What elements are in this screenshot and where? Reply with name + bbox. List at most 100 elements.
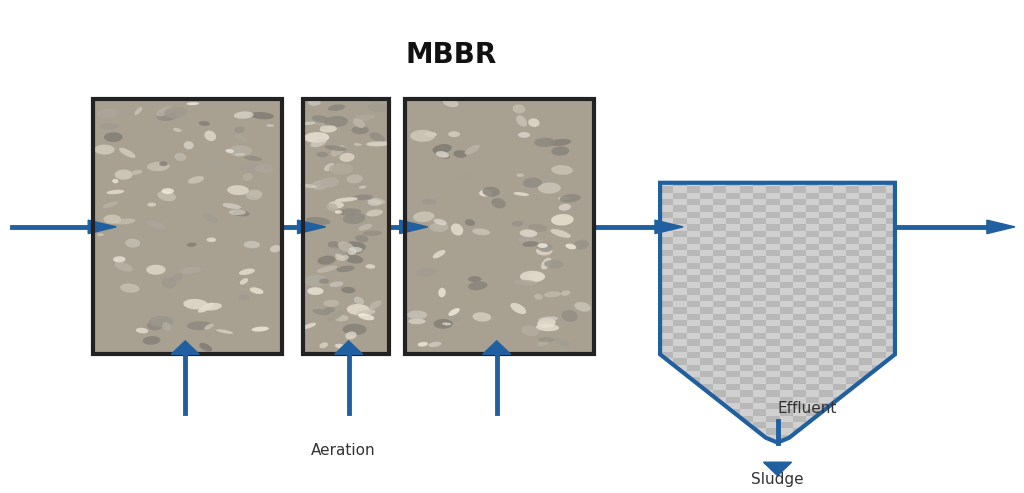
Bar xyxy=(846,211,859,218)
Ellipse shape xyxy=(413,211,434,222)
Bar xyxy=(753,294,766,301)
Ellipse shape xyxy=(513,105,525,113)
Bar xyxy=(660,416,674,422)
Bar xyxy=(779,435,793,441)
Bar xyxy=(739,416,753,422)
Bar xyxy=(793,403,806,409)
Bar xyxy=(700,409,713,416)
Ellipse shape xyxy=(535,138,556,147)
Bar xyxy=(713,237,726,244)
Ellipse shape xyxy=(518,132,530,138)
Bar xyxy=(859,256,872,263)
Ellipse shape xyxy=(96,108,119,118)
Bar xyxy=(700,218,713,224)
Bar xyxy=(766,314,779,320)
Bar xyxy=(793,301,806,307)
Bar xyxy=(886,333,899,339)
Ellipse shape xyxy=(553,338,570,347)
Bar xyxy=(713,186,726,193)
Polygon shape xyxy=(399,220,428,234)
Ellipse shape xyxy=(239,295,250,300)
Bar xyxy=(886,435,899,441)
Bar xyxy=(753,409,766,416)
Ellipse shape xyxy=(353,297,365,305)
Ellipse shape xyxy=(324,116,348,127)
Bar xyxy=(793,326,806,333)
Ellipse shape xyxy=(528,224,547,232)
Ellipse shape xyxy=(338,241,354,252)
Bar xyxy=(660,237,674,244)
Ellipse shape xyxy=(186,243,197,247)
Bar xyxy=(726,371,739,377)
Bar xyxy=(739,186,753,193)
Bar xyxy=(833,218,846,224)
Bar xyxy=(886,358,899,365)
Bar xyxy=(819,224,833,231)
Bar xyxy=(687,403,700,409)
Bar xyxy=(833,346,846,352)
Bar xyxy=(806,244,819,250)
Ellipse shape xyxy=(442,99,459,107)
Ellipse shape xyxy=(113,179,119,183)
Bar xyxy=(766,416,779,422)
Bar xyxy=(700,269,713,276)
Ellipse shape xyxy=(517,237,543,244)
Ellipse shape xyxy=(411,130,435,142)
Bar xyxy=(739,403,753,409)
Ellipse shape xyxy=(565,244,577,249)
Bar xyxy=(846,301,859,307)
Bar xyxy=(779,256,793,263)
Ellipse shape xyxy=(435,150,450,159)
Bar xyxy=(739,263,753,269)
Bar xyxy=(753,396,766,403)
Bar xyxy=(806,294,819,301)
Bar xyxy=(779,346,793,352)
Ellipse shape xyxy=(328,241,341,249)
Ellipse shape xyxy=(158,191,176,201)
Ellipse shape xyxy=(358,224,373,231)
Ellipse shape xyxy=(324,163,335,171)
Bar xyxy=(700,384,713,390)
Bar xyxy=(859,371,872,377)
Ellipse shape xyxy=(187,321,212,330)
Bar xyxy=(846,186,859,193)
Ellipse shape xyxy=(544,291,561,297)
Bar xyxy=(833,294,846,301)
Ellipse shape xyxy=(325,145,346,151)
Bar xyxy=(779,320,793,326)
Bar xyxy=(753,269,766,276)
Bar xyxy=(833,358,846,365)
Bar xyxy=(779,371,793,377)
Bar xyxy=(739,314,753,320)
FancyBboxPatch shape xyxy=(93,100,283,354)
Ellipse shape xyxy=(244,241,260,248)
Ellipse shape xyxy=(162,278,176,288)
Polygon shape xyxy=(298,220,326,234)
Bar xyxy=(726,231,739,237)
Bar xyxy=(846,352,859,358)
Bar xyxy=(846,339,859,346)
Ellipse shape xyxy=(203,303,222,311)
Ellipse shape xyxy=(457,173,474,178)
Ellipse shape xyxy=(561,290,570,296)
Ellipse shape xyxy=(345,331,356,340)
Ellipse shape xyxy=(266,124,274,127)
Bar xyxy=(806,409,819,416)
Bar xyxy=(833,371,846,377)
Bar xyxy=(753,422,766,428)
Bar xyxy=(886,396,899,403)
Bar xyxy=(859,282,872,288)
Bar xyxy=(886,346,899,352)
Bar xyxy=(713,365,726,371)
Ellipse shape xyxy=(367,198,385,204)
Bar xyxy=(739,199,753,205)
Ellipse shape xyxy=(147,162,170,171)
Ellipse shape xyxy=(346,175,362,183)
Bar xyxy=(806,371,819,377)
Bar xyxy=(846,428,859,435)
Bar xyxy=(766,211,779,218)
Text: Sludge: Sludge xyxy=(752,472,804,487)
Ellipse shape xyxy=(367,210,383,216)
Bar xyxy=(687,314,700,320)
Bar xyxy=(819,390,833,396)
